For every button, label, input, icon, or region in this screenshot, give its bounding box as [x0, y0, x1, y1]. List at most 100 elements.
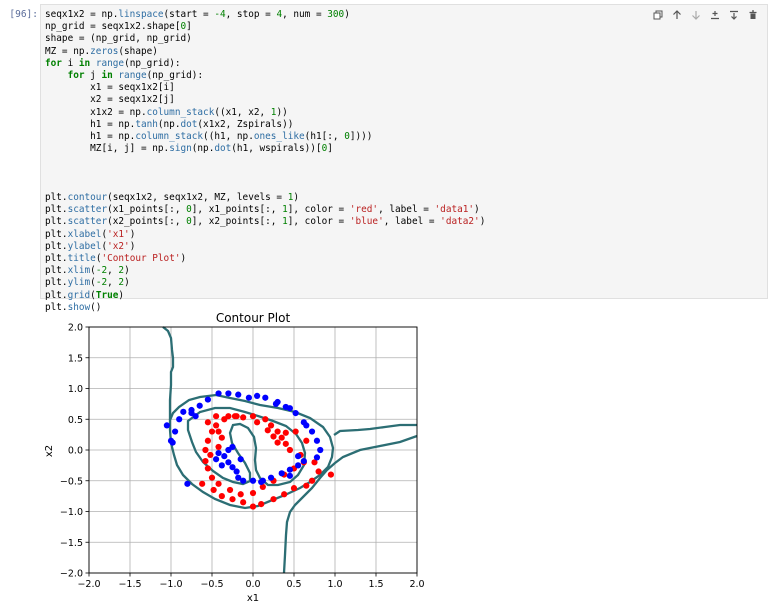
x-tick-label: −2.0 — [77, 579, 100, 590]
code-token: plt. — [45, 253, 68, 265]
scatter-point — [225, 459, 232, 466]
code-editor[interactable]: seqx1x2 = np.linspace(start = -4, stop =… — [45, 9, 485, 314]
code-token: ] — [186, 21, 192, 33]
scatter-point — [240, 414, 247, 421]
scatter-point — [215, 449, 222, 457]
scatter-point — [207, 451, 214, 459]
code-token: in — [101, 70, 113, 82]
code-token: (h1, wspirals))[ — [231, 143, 322, 155]
scatter-point — [249, 477, 257, 484]
merge-icon[interactable] — [728, 9, 740, 21]
scatter-point — [215, 480, 222, 487]
x-tick-label: 0.5 — [286, 579, 301, 590]
code-line: seqx1x2 = np.linspace(start = -4, stop =… — [45, 9, 350, 20]
scatter-point — [278, 434, 285, 441]
x-tick-label: 1.0 — [327, 579, 342, 590]
code-token: 300 — [327, 9, 345, 20]
x-axis-label: x1 — [247, 593, 259, 604]
code-line: plt.xlim(-2, 2) — [45, 265, 130, 276]
scatter-point — [208, 474, 216, 481]
code-line: plt.grid(True) — [45, 290, 124, 301]
contour-lines — [162, 326, 418, 574]
x-tick-label: −0.5 — [200, 579, 223, 590]
execution-count: [96]: — [9, 9, 38, 20]
code-token: ) — [129, 240, 136, 252]
scatter-point — [229, 443, 236, 451]
y-tick-label: 0.0 — [68, 446, 83, 457]
code-token: ylim — [67, 277, 91, 289]
x-tick-label: −1.5 — [118, 579, 141, 590]
scatter-point — [292, 428, 299, 435]
scatter-point — [262, 394, 269, 401]
scatter-point — [218, 493, 225, 500]
scatter-point — [235, 391, 242, 398]
y-tick-label: 1.0 — [68, 384, 83, 395]
copy-icon[interactable] — [652, 9, 664, 21]
code-token: in — [78, 57, 91, 69]
code-token: x2 = seqx1x2[j] — [45, 94, 175, 106]
code-token: MZ = np. — [45, 45, 91, 57]
scatter-point — [213, 456, 220, 463]
code-token: zeros — [90, 45, 119, 57]
code-token: 1 — [270, 106, 277, 118]
code-token: ) — [118, 289, 125, 301]
contour-lower-right-branch — [282, 434, 418, 574]
scatter-point — [215, 428, 222, 435]
code-line: x1 = seqx1x2[i] — [45, 82, 175, 93]
code-token: j — [84, 70, 102, 82]
scatter-point — [274, 398, 281, 406]
code-line: plt.scatter(x1_points[:, 0], x1_points[:… — [45, 204, 480, 215]
insert-below-icon[interactable] — [709, 9, 721, 21]
code-token: 'data1' — [434, 204, 475, 216]
code-token: plt. — [45, 289, 68, 301]
chart-title: Contour Plot — [216, 311, 291, 325]
contour-inner-loop — [186, 406, 307, 487]
code-token: 4 — [276, 9, 283, 20]
scatter-point — [180, 408, 187, 415]
scatter-point — [286, 405, 293, 412]
code-token: 'data2' — [440, 216, 480, 228]
code-token: plt. — [45, 277, 68, 289]
code-line: plt.xlabel('x1') — [45, 229, 135, 240]
y-tick-label: −0.5 — [60, 476, 83, 487]
scatter-point — [313, 454, 321, 461]
code-token: 2 — [118, 265, 125, 277]
scatter-point — [215, 443, 222, 451]
cell-toolbar — [652, 9, 759, 21]
code-token: range — [118, 70, 147, 82]
code-token: (h1[:, — [304, 131, 345, 143]
code-token: ) — [124, 277, 130, 289]
scatter-point — [295, 462, 302, 469]
code-token: ], x1_points[:, — [191, 204, 283, 216]
delete-icon[interactable] — [747, 9, 759, 21]
move-up-icon[interactable] — [671, 9, 683, 21]
code-token: ( — [90, 265, 96, 277]
code-token: ) — [479, 216, 486, 228]
code-token: (x2_points[:, — [107, 216, 187, 228]
code-line: h1 = np.tanh(np.dot(x1x2, Zspirals)) — [45, 119, 293, 130]
code-line: plt.show() — [45, 302, 101, 313]
move-down-icon[interactable] — [690, 9, 702, 21]
scatter-point — [218, 434, 225, 441]
code-token: x1 = seqx1x2[i] — [45, 82, 175, 94]
code-token: seqx1x2 = np. — [45, 9, 119, 20]
code-token: for — [45, 57, 62, 69]
scatter-point — [202, 457, 209, 465]
code-line: MZ[i, j] = np.sign(np.dot(h1, wspirals))… — [45, 143, 333, 154]
code-cell[interactable]: seqx1x2 = np.linspace(start = -4, stop =… — [40, 4, 768, 313]
code-token: (np_grid): — [146, 70, 204, 82]
code-token: plt. — [45, 216, 68, 228]
series-red-points — [199, 413, 334, 510]
code-token: , stop = — [225, 9, 277, 20]
y-tick-label: 1.5 — [68, 353, 83, 364]
code-token: plt. — [45, 301, 68, 313]
code-line: plt.ylim(-2, 2) — [45, 277, 130, 288]
code-token: h1 = np. — [45, 118, 136, 130]
x-tick-label: 1.5 — [368, 579, 383, 590]
scatter-point — [163, 422, 170, 429]
code-token: 'x2' — [107, 240, 130, 252]
code-token: 1 — [287, 192, 294, 204]
code-token: grid — [67, 289, 91, 301]
x-tick-label: 2.0 — [409, 579, 424, 590]
y-tick-label: −1.5 — [60, 538, 83, 549]
